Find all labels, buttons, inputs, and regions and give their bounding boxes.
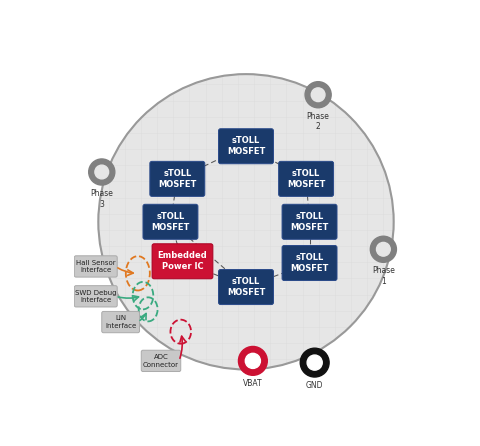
FancyBboxPatch shape [218,129,274,164]
Text: Embedded
Power IC: Embedded Power IC [157,251,207,271]
FancyBboxPatch shape [141,350,181,372]
Text: sTOLL
MOSFET: sTOLL MOSFET [290,253,329,273]
Text: sTOLL
MOSFET: sTOLL MOSFET [227,136,265,156]
FancyBboxPatch shape [74,256,117,277]
FancyBboxPatch shape [278,161,334,196]
Text: sTOLL
MOSFET: sTOLL MOSFET [287,169,325,189]
Text: ADC
Connector: ADC Connector [143,354,179,368]
Circle shape [376,243,390,256]
Text: GND: GND [306,381,324,390]
Text: Hall Sensor
Interface: Hall Sensor Interface [76,260,116,273]
Text: Phase
3: Phase 3 [90,189,113,209]
Text: VBAT: VBAT [243,379,263,388]
Circle shape [370,236,396,262]
Text: sTOLL
MOSFET: sTOLL MOSFET [227,277,265,297]
Circle shape [311,88,325,102]
Circle shape [307,355,322,370]
FancyBboxPatch shape [102,311,140,333]
FancyBboxPatch shape [282,245,337,281]
FancyBboxPatch shape [74,286,117,307]
Text: SWD Debug
Interface: SWD Debug Interface [75,289,117,303]
Circle shape [89,159,115,185]
Text: sTOLL
MOSFET: sTOLL MOSFET [290,212,329,232]
Circle shape [305,82,331,108]
FancyBboxPatch shape [143,204,198,240]
FancyBboxPatch shape [152,244,213,279]
Text: sTOLL
MOSFET: sTOLL MOSFET [158,169,196,189]
FancyBboxPatch shape [282,204,337,240]
Text: LIN
Interface: LIN Interface [105,315,136,329]
Text: Phase
2: Phase 2 [307,112,330,131]
Text: sTOLL
MOSFET: sTOLL MOSFET [151,212,190,232]
FancyBboxPatch shape [150,161,205,196]
Circle shape [245,353,261,368]
Circle shape [239,347,267,375]
Circle shape [300,348,329,377]
FancyBboxPatch shape [218,269,274,305]
Circle shape [98,74,394,369]
Circle shape [95,165,108,179]
Text: Phase
1: Phase 1 [372,266,395,286]
